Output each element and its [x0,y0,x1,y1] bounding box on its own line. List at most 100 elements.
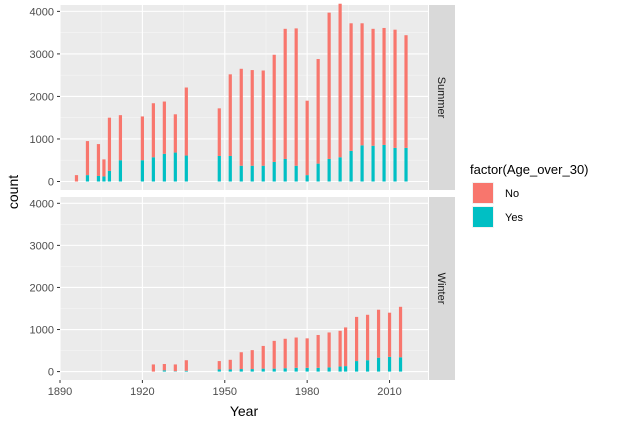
bar-yes [217,155,221,182]
bar-yes [398,357,403,372]
bar-no [107,117,112,171]
bar-no [349,23,353,151]
bar-yes [316,163,320,182]
bar-no [239,352,243,370]
bar-yes [140,160,144,182]
bar-yes [184,370,188,372]
y-tick-label: 3000 [30,49,54,61]
bar-yes [360,145,364,182]
bar-no [217,108,221,156]
bar-yes [344,366,348,372]
x-tick-label: 2010 [377,386,401,398]
bar-no [294,337,298,368]
bar-yes [173,152,177,182]
bar-yes [283,368,287,372]
bar-yes [393,147,397,182]
bar-no [294,28,298,166]
chart-panels: 0 1000 2000 3000 4000 Summer 0 1000 2000 3000 4000… [30,3,455,380]
bar-no [398,306,403,358]
bar-no [250,350,254,370]
bar-no [382,27,386,145]
bar-no [228,359,232,370]
y-tick-label: 2000 [30,282,54,294]
bar-no [228,74,232,156]
bar-yes [217,369,221,372]
facet-label: Summer [435,77,447,119]
bar-yes [404,147,408,182]
bar-yes [305,175,309,182]
x-tick-label: 1950 [213,386,237,398]
bar-no [327,12,331,159]
bar-no [173,114,177,153]
bar-no [283,338,287,369]
bar-yes [382,144,386,182]
bar-no [338,3,342,158]
bar-no [387,312,392,357]
bar-yes [349,150,353,182]
bar-yes [228,155,232,182]
bar-no [360,23,364,146]
bar-yes [376,357,381,372]
bar-yes [283,158,287,182]
bar-no [344,327,348,367]
bar-yes [118,160,123,182]
bar-no [261,345,265,369]
bar-no [184,360,188,371]
bar-yes [96,175,101,182]
bar-yes [107,170,112,182]
facet-strip [429,5,455,190]
bar-yes [184,155,188,182]
bar-yes [338,157,342,182]
bar-yes [151,157,155,182]
y-tick-label: 2000 [30,91,54,103]
bar-yes [228,369,232,372]
bar-no [250,70,254,166]
bar-no [393,29,397,148]
x-axis-title: Year [230,403,259,419]
bar-yes [261,368,265,372]
legend-label-no: No [505,188,519,200]
legend: factor(Age_over_30) No Yes [470,162,589,228]
bar-yes [338,366,342,372]
x-tick-label: 1890 [48,386,72,398]
bar-yes [102,176,106,182]
bar-no [118,115,123,161]
y-axis-title: count [5,175,21,209]
legend-label-yes: Yes [505,212,523,224]
y-tick-label: 1000 [30,325,54,337]
bar-yes [162,370,166,372]
bar-no [173,364,177,372]
bar-yes [162,153,166,182]
bar-yes [239,369,243,372]
bar-yes [250,369,254,372]
bar-yes [272,368,276,372]
bar-no [272,54,276,162]
bar-no [283,28,287,159]
facet-strip [429,197,455,380]
bar-no [140,116,144,161]
bar-yes [272,161,276,182]
bar-yes [261,165,265,182]
facet-label: Winter [435,273,447,305]
bar-no [151,364,155,372]
legend-swatch-no [473,183,493,203]
bar-no [239,68,243,166]
y-tick-label: 4000 [30,198,54,210]
x-tick-label: 1920 [130,386,154,398]
bar-no [184,87,188,156]
bar-no [96,144,101,176]
bar-no [371,28,375,146]
legend-title: factor(Age_over_30) [470,162,589,177]
bar-no [376,309,381,358]
bar-yes [294,367,298,372]
bar-no [85,141,90,176]
bar-no [74,175,79,182]
bar-no [305,338,309,368]
y-tick-label: 0 [48,367,54,379]
bar-no [316,59,320,164]
bar-yes [316,367,320,372]
bar-no [102,159,106,177]
bar-no [162,364,166,371]
y-tick-label: 0 [48,176,54,188]
